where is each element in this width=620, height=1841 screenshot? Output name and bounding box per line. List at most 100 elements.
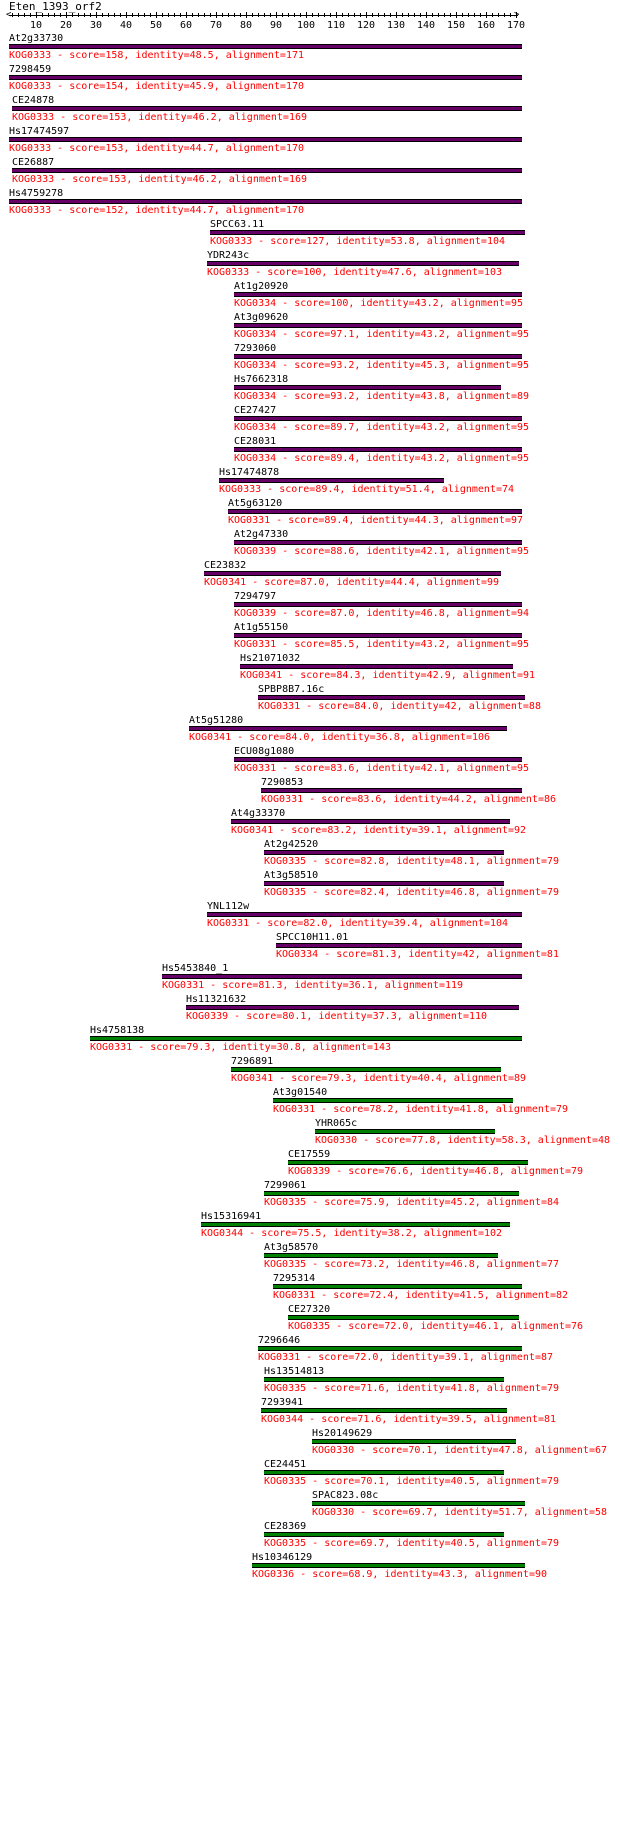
hit-description[interactable]: KOG0331 - score=72.0, identity=39.1, ali… (258, 1352, 554, 1363)
hit-alignment-bar[interactable] (273, 1098, 513, 1103)
hit-alignment-bar[interactable] (264, 1191, 519, 1196)
hit-alignment-bar[interactable] (12, 106, 522, 111)
hit-alignment-bar[interactable] (273, 1284, 522, 1289)
hit-description[interactable]: KOG0335 - score=73.2, identity=46.8, ali… (264, 1259, 560, 1270)
hit-alignment-bar[interactable] (240, 664, 513, 669)
hit-description[interactable]: KOG0333 - score=153, identity=46.2, alig… (12, 174, 308, 185)
hit-description[interactable]: KOG0335 - score=70.1, identity=40.5, ali… (264, 1476, 560, 1487)
hit-alignment-bar[interactable] (234, 385, 501, 390)
hit-description[interactable]: KOG0335 - score=69.7, identity=40.5, ali… (264, 1538, 560, 1549)
hit-alignment-bar[interactable] (201, 1222, 510, 1227)
hit-alignment-bar[interactable] (207, 261, 519, 266)
hit-alignment-bar[interactable] (186, 1005, 519, 1010)
hit-name[interactable]: YDR243c (207, 250, 250, 261)
hit-name[interactable]: At5g63120 (228, 498, 283, 509)
hit-description[interactable]: KOG0344 - score=71.6, identity=39.5, ali… (261, 1414, 557, 1425)
hit-alignment-bar[interactable] (252, 1563, 525, 1568)
hit-name[interactable]: YNL112w (207, 901, 250, 912)
hit-alignment-bar[interactable] (264, 1377, 504, 1382)
hit-name[interactable]: At2g33730 (9, 33, 64, 44)
hit-description[interactable]: KOG0331 - score=78.2, identity=41.8, ali… (273, 1104, 569, 1115)
hit-description[interactable]: KOG0334 - score=100, identity=43.2, alig… (234, 298, 523, 309)
hit-name[interactable]: SPBP8B7.16c (258, 684, 325, 695)
hit-name[interactable]: CE28031 (234, 436, 277, 447)
hit-description[interactable]: KOG0334 - score=81.3, identity=42, align… (276, 949, 559, 960)
hit-name[interactable]: At2g42520 (264, 839, 319, 850)
hit-alignment-bar[interactable] (234, 540, 522, 545)
hit-name[interactable]: At5g51280 (189, 715, 244, 726)
hit-name[interactable]: CE23832 (204, 560, 247, 571)
hit-name[interactable]: 7290853 (261, 777, 304, 788)
hit-name[interactable]: 7296646 (258, 1335, 301, 1346)
hit-description[interactable]: KOG0341 - score=87.0, identity=44.4, ali… (204, 577, 500, 588)
hit-alignment-bar[interactable] (90, 1036, 522, 1041)
hit-description[interactable]: KOG0334 - score=89.7, identity=43.2, ali… (234, 422, 530, 433)
hit-alignment-bar[interactable] (258, 1346, 522, 1351)
hit-name[interactable]: CE24451 (264, 1459, 307, 1470)
hit-description[interactable]: KOG0331 - score=83.6, identity=44.2, ali… (261, 794, 557, 805)
hit-description[interactable]: KOG0339 - score=80.1, identity=37.3, ali… (186, 1011, 488, 1022)
hit-alignment-bar[interactable] (234, 633, 522, 638)
hit-alignment-bar[interactable] (228, 509, 522, 514)
hit-alignment-bar[interactable] (264, 850, 504, 855)
hit-name[interactable]: Hs21071032 (240, 653, 301, 664)
hit-name[interactable]: CE27320 (288, 1304, 331, 1315)
hit-description[interactable]: KOG0339 - score=76.6, identity=46.8, ali… (288, 1166, 584, 1177)
hit-alignment-bar[interactable] (315, 1129, 495, 1134)
hit-alignment-bar[interactable] (9, 44, 522, 49)
hit-name[interactable]: ECU08g1080 (234, 746, 295, 757)
hit-alignment-bar[interactable] (234, 323, 522, 328)
hit-name[interactable]: Hs10346129 (252, 1552, 313, 1563)
hit-name[interactable]: At3g58570 (264, 1242, 319, 1253)
hit-name[interactable]: At4g33370 (231, 808, 286, 819)
hit-alignment-bar[interactable] (9, 137, 522, 142)
hit-description[interactable]: KOG0335 - score=82.4, identity=46.8, ali… (264, 887, 560, 898)
hit-description[interactable]: KOG0339 - score=88.6, identity=42.1, ali… (234, 546, 530, 557)
hit-alignment-bar[interactable] (210, 230, 525, 235)
hit-description[interactable]: KOG0331 - score=72.4, identity=41.5, ali… (273, 1290, 569, 1301)
hit-alignment-bar[interactable] (234, 447, 522, 452)
hit-name[interactable]: CE26887 (12, 157, 55, 168)
hit-name[interactable]: SPCC10H11.01 (276, 932, 349, 943)
hit-description[interactable]: KOG0331 - score=85.5, identity=43.2, ali… (234, 639, 530, 650)
hit-alignment-bar[interactable] (264, 1253, 498, 1258)
hit-alignment-bar[interactable] (264, 1532, 504, 1537)
hit-description[interactable]: KOG0330 - score=77.8, identity=58.3, ali… (315, 1135, 611, 1146)
hit-name[interactable]: 7294797 (234, 591, 277, 602)
hit-name[interactable]: Hs7662318 (234, 374, 289, 385)
hit-description[interactable]: KOG0335 - score=75.9, identity=45.2, ali… (264, 1197, 560, 1208)
hit-name[interactable]: Hs11321632 (186, 994, 247, 1005)
hit-description[interactable]: KOG0336 - score=68.9, identity=43.3, ali… (252, 1569, 548, 1580)
hit-name[interactable]: Hs5453840_1 (162, 963, 229, 974)
hit-description[interactable]: KOG0333 - score=153, identity=46.2, alig… (12, 112, 308, 123)
hit-alignment-bar[interactable] (261, 788, 522, 793)
hit-description[interactable]: KOG0333 - score=89.4, identity=51.4, ali… (219, 484, 515, 495)
hit-alignment-bar[interactable] (288, 1315, 519, 1320)
hit-description[interactable]: KOG0341 - score=84.3, identity=42.9, ali… (240, 670, 536, 681)
hit-description[interactable]: KOG0341 - score=79.3, identity=40.4, ali… (231, 1073, 527, 1084)
hit-alignment-bar[interactable] (204, 571, 501, 576)
hit-name[interactable]: At1g20920 (234, 281, 289, 292)
hit-name[interactable]: 7295314 (273, 1273, 316, 1284)
hit-name[interactable]: Hs20149629 (312, 1428, 373, 1439)
hit-name[interactable]: Hs4758138 (90, 1025, 145, 1036)
hit-name[interactable]: At2g47330 (234, 529, 289, 540)
hit-alignment-bar[interactable] (234, 602, 522, 607)
hit-description[interactable]: KOG0335 - score=71.6, identity=41.8, ali… (264, 1383, 560, 1394)
hit-description[interactable]: KOG0334 - score=93.2, identity=43.8, ali… (234, 391, 530, 402)
hit-description[interactable]: KOG0334 - score=97.1, identity=43.2, ali… (234, 329, 530, 340)
hit-name[interactable]: CE24878 (12, 95, 55, 106)
hit-description[interactable]: KOG0335 - score=72.0, identity=46.1, ali… (288, 1321, 584, 1332)
hit-name[interactable]: 7299061 (264, 1180, 307, 1191)
hit-description[interactable]: KOG0341 - score=83.2, identity=39.1, ali… (231, 825, 527, 836)
hit-name[interactable]: Hs17474597 (9, 126, 70, 137)
hit-description[interactable]: KOG0330 - score=69.7, identity=51.7, ali… (312, 1507, 608, 1518)
hit-description[interactable]: KOG0344 - score=75.5, identity=38.2, ali… (201, 1228, 503, 1239)
hit-alignment-bar[interactable] (258, 695, 525, 700)
hit-description[interactable]: KOG0341 - score=84.0, identity=36.8, ali… (189, 732, 491, 743)
hit-name[interactable]: SPCC63.11 (210, 219, 265, 230)
hit-alignment-bar[interactable] (264, 1470, 504, 1475)
hit-description[interactable]: KOG0333 - score=127, identity=53.8, alig… (210, 236, 506, 247)
hit-alignment-bar[interactable] (288, 1160, 528, 1165)
hit-alignment-bar[interactable] (234, 416, 522, 421)
